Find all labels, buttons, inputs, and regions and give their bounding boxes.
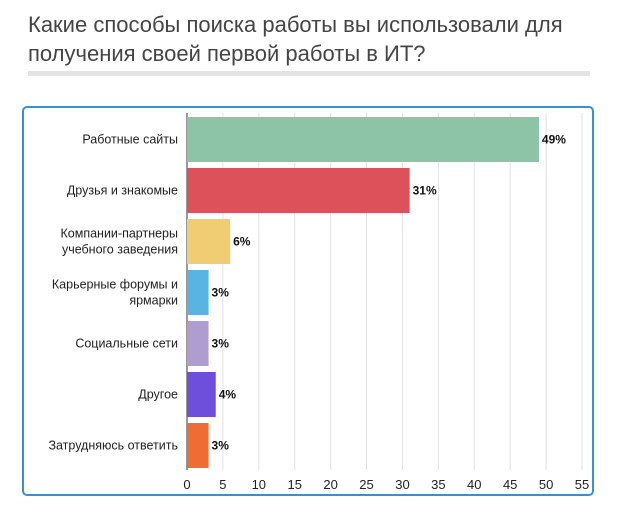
x-tick-label: 30 [395,477,409,492]
bar [187,270,209,315]
x-tick-label: 20 [323,477,337,492]
bar [187,117,539,162]
grid-layer [186,113,583,470]
bar [187,321,209,366]
value-label: 4% [219,388,237,402]
bar [187,423,209,468]
x-tick-label: 35 [431,477,445,492]
value-label: 3% [212,337,230,351]
category-label: Затрудняюсь ответить [48,439,178,453]
value-label: 3% [212,286,230,300]
title-underline [28,71,590,76]
x-tick-label: 10 [252,477,266,492]
x-tick-label: 40 [467,477,481,492]
category-label: Другое [138,388,178,402]
value-label: 3% [212,439,230,453]
bar [187,219,231,264]
x-tick-label: 55 [575,477,589,492]
value-label: 6% [233,235,251,249]
x-tick-label: 0 [183,477,190,492]
bar [187,168,410,213]
x-tick-label: 5 [219,477,226,492]
chart-frame [22,106,594,496]
bar-layer [187,117,539,468]
x-tick-label: 50 [539,477,553,492]
label-layer: 0 5 10 15 20 25 30 35 40 45 50 55 49% Работные сайты 3… [48,133,589,493]
bar [187,372,216,417]
value-label: 31% [413,184,437,198]
x-tick-label: 25 [359,477,373,492]
page-title: Какие способы поиска работы вы использов… [28,12,563,66]
category-label: ярмарки [129,294,178,308]
category-label: учебного заведения [62,243,178,257]
value-label: 49% [542,133,566,147]
category-label: Работные сайты [82,133,178,147]
category-label: Компании-партнеры [61,227,179,241]
category-label: Карьерные форумы и [52,278,178,292]
category-label: Социальные сети [75,337,178,351]
category-label: Друзья и знакомые [67,184,178,198]
x-tick-label: 15 [287,477,301,492]
x-tick-label: 45 [503,477,517,492]
